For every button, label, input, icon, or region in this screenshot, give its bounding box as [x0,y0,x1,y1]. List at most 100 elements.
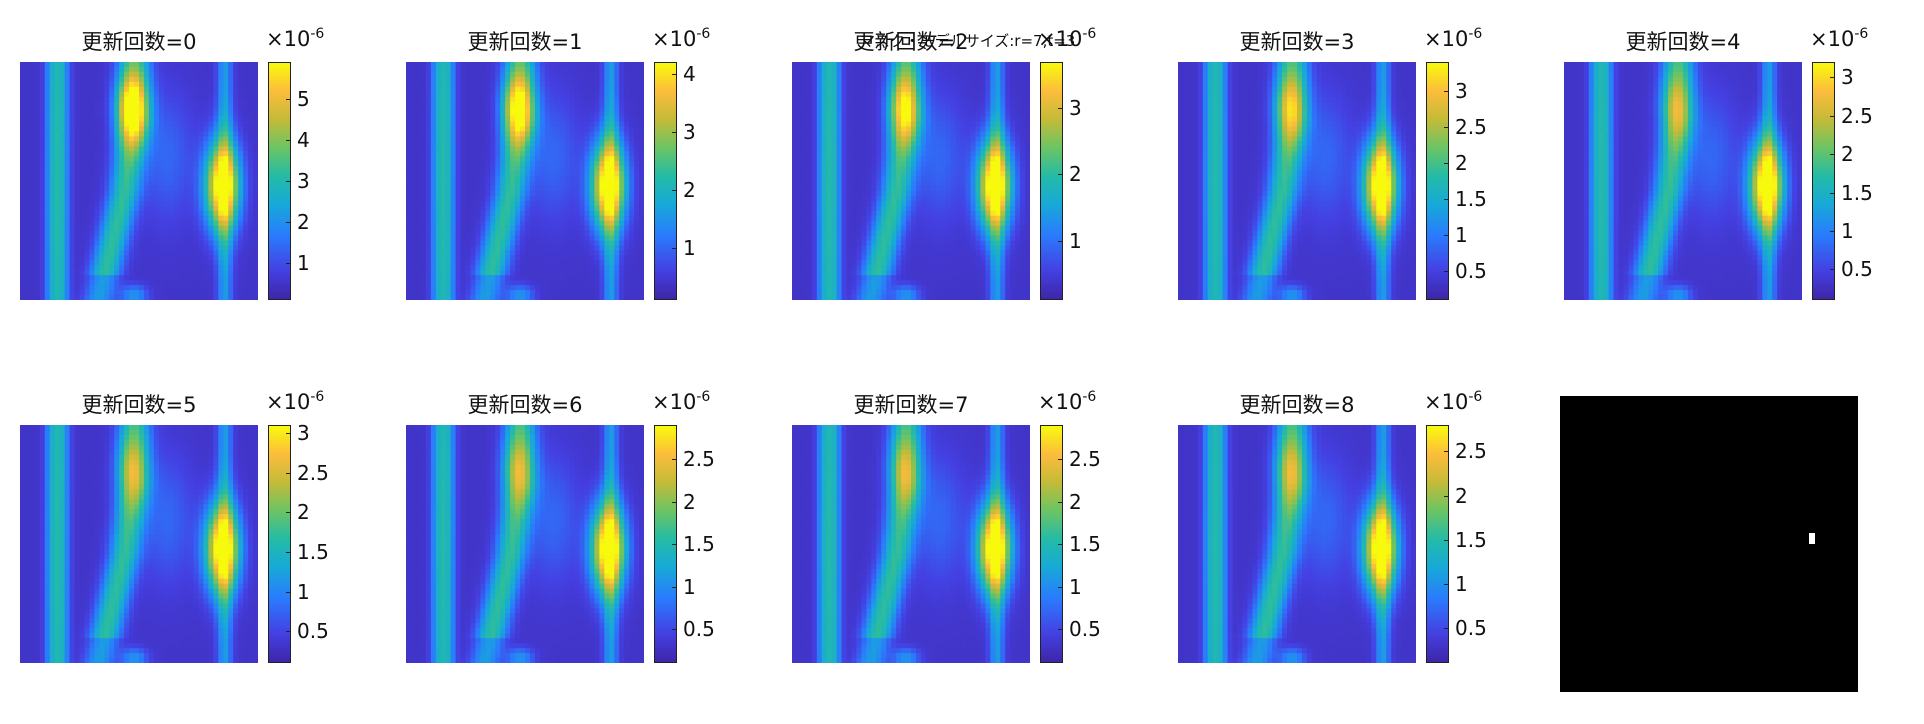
heatmap-cell [579,265,586,271]
heatmap-cell [480,260,486,266]
heatmap-cell [599,290,605,296]
heatmap-cell [20,166,26,172]
heatmap-cell [238,225,244,232]
heatmap-cell [134,136,140,142]
heatmap-cell [29,121,36,128]
heatmap-cell [253,141,258,147]
heatmap-cell [218,200,224,207]
heatmap-cell [554,96,561,103]
heatmap-cell [124,225,130,232]
heatmap-cell [500,146,506,152]
heatmap-cell [84,146,91,152]
heatmap-cell [554,151,561,157]
heatmap-cell [490,171,496,177]
heatmap-cell [173,76,180,83]
heatmap-cell [876,62,882,68]
heatmap-cell [406,205,412,212]
heatmap-cell [64,230,71,237]
heatmap-cell [74,96,81,103]
heatmap-cell [213,121,219,128]
heatmap-cell [574,200,581,207]
heatmap-cell [253,265,258,271]
heatmap-cell [584,126,591,133]
heatmap-cell [544,141,551,147]
heatmap-cell [559,171,566,177]
heatmap-cell [475,195,481,202]
heatmap-cell [846,76,853,83]
heatmap-cell [233,181,239,187]
heatmap-cell [173,151,180,157]
heatmap-cell [104,126,110,133]
heatmap-cell [490,91,496,98]
heatmap-cell [594,235,600,242]
heatmap-cell [218,285,224,291]
heatmap-cell [420,250,427,256]
heatmap-cell [173,101,180,108]
heatmap-cell [163,106,170,113]
heatmap-cell [584,81,591,88]
heatmap-cell [248,161,254,167]
heatmap-cell [826,86,833,93]
heatmap-cell [624,280,630,286]
heatmap-cell [604,146,610,152]
heatmap-cell [1000,86,1006,93]
heatmap-cell [114,121,120,128]
heatmap-cell [554,230,561,237]
heatmap-cell [124,235,130,242]
heatmap-cell [450,275,457,281]
heatmap-cell [480,205,486,212]
heatmap-cell [420,181,427,187]
heatmap-cell [836,96,843,103]
heatmap-cell [44,106,51,113]
heatmap-cell [559,280,566,286]
heatmap-cell [564,91,571,98]
heatmap-cell [39,71,46,78]
heatmap-cell [168,190,175,197]
heatmap-cell [866,81,872,88]
heatmap-cell [153,106,160,113]
heatmap-cell [420,66,427,73]
heatmap-cell [450,86,457,93]
heatmap-cell [203,146,210,152]
heatmap-cell [470,265,477,271]
heatmap-cell [510,71,516,78]
heatmap-cell [624,225,630,232]
heatmap-cell [975,81,982,88]
heatmap-cell [173,195,180,202]
heatmap-cell [29,181,36,187]
heatmap-cell [233,166,239,172]
heatmap-cell [985,91,991,98]
heatmap-cell [440,215,447,222]
heatmap-cell [836,71,843,78]
heatmap-cell [445,136,452,142]
heatmap-cell [158,141,165,147]
heatmap-cell [420,101,427,108]
heatmap-cell [529,240,536,247]
heatmap-cell [539,156,546,162]
heatmap-cell [84,270,91,276]
heatmap-cell [871,71,877,78]
heatmap-cell [29,290,36,296]
heatmap-cell [173,181,180,187]
heatmap-cell [64,176,71,182]
heatmap-cell [74,66,81,73]
heatmap-cell [69,161,76,167]
heatmap-cell [435,275,442,281]
heatmap-cell [579,195,586,202]
heatmap-cell [410,280,417,286]
heatmap-cell [153,230,160,237]
heatmap-cell [470,210,477,217]
heatmap-cell [430,255,437,261]
heatmap-cell [223,205,229,212]
heatmap-cell [440,116,447,123]
heatmap-cell [153,62,160,68]
heatmap-cell [520,285,526,291]
heatmap-cell [218,171,224,177]
heatmap-cell [193,76,200,83]
heatmap-cell [69,265,76,271]
heatmap-cell [228,240,234,247]
heatmap-cell [470,101,477,108]
heatmap-cell [168,205,175,212]
heatmap-cell [584,146,591,152]
heatmap-cell [539,181,546,187]
